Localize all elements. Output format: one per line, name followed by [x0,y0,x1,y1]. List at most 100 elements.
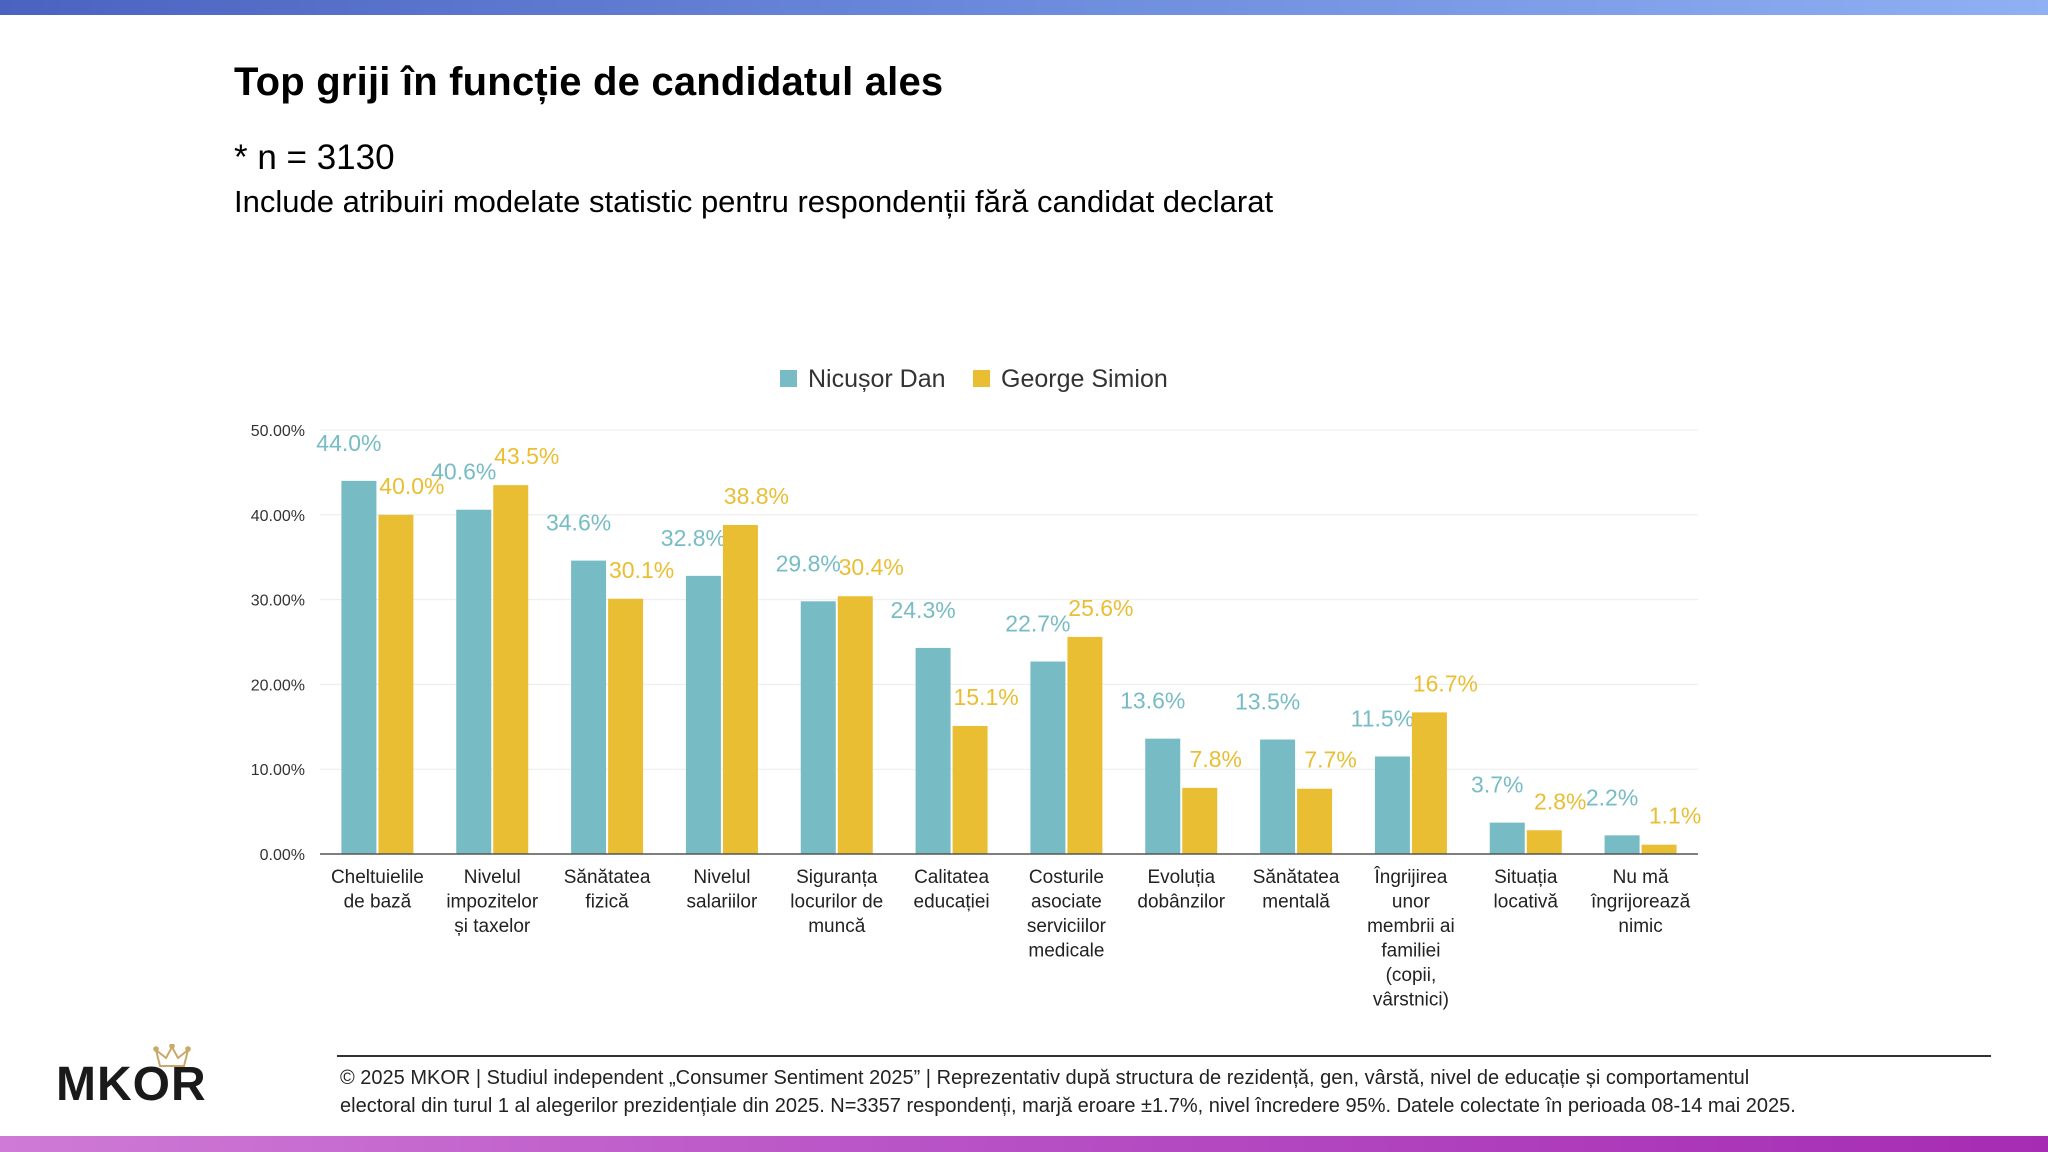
data-label: 2.2% [1586,784,1638,810]
bar-nicusor-dan [1260,739,1296,854]
x-tick-label: mentală [1262,892,1330,913]
data-label: 32.8% [661,525,726,551]
x-tick-label: Evoluția [1147,867,1215,888]
x-tick-label: Nivelul [464,867,521,888]
x-tick-label: muncă [808,916,865,937]
bar-nicusor-dan [571,560,607,854]
bottom-accent-bar [0,1136,2048,1152]
bar-nicusor-dan [456,509,492,854]
x-tick-label: Situația [1494,867,1558,888]
x-tick-label: Îngrijirea [1373,866,1447,888]
bar-nicusor-dan [341,480,377,854]
bar-nicusor-dan [1489,822,1525,854]
bar-nicusor-dan [1145,738,1181,854]
y-tick-label: 40.00% [251,508,305,525]
x-tick-label: impozitelor [446,892,539,913]
data-label: 1.1% [1649,803,1701,829]
bar-george-simion [378,514,414,854]
x-tick-label: Calitatea [914,867,989,888]
footer-line-2: electoral din turul 1 al alegerilor prez… [340,1095,1796,1117]
methodology-note: Include atribuiri modelate statistic pen… [234,184,1274,219]
x-tick-label: serviciilor [1027,916,1107,937]
data-label: 15.1% [953,684,1018,710]
top-accent-bar [0,0,2048,15]
data-label: 16.7% [1413,670,1478,696]
sample-size: * n = 3130 [234,138,395,177]
data-label: 13.5% [1235,689,1300,715]
footer-disclaimer: © 2025 MKOR | Studiul independent „Consu… [340,1064,2000,1120]
x-tick-label: îngrijorează [1590,892,1691,913]
x-tick-label: fizică [585,892,629,913]
data-label: 30.4% [839,554,904,580]
y-tick-label: 50.00% [251,423,305,440]
footer-divider [337,1055,1991,1057]
x-tick-label: membrii ai [1367,916,1455,937]
data-label: 11.5% [1351,705,1415,731]
bar-george-simion [722,524,758,854]
bar-george-simion [1067,636,1103,854]
data-label: 3.7% [1471,772,1523,798]
data-label: 34.6% [546,510,611,536]
data-label: 43.5% [494,443,559,469]
data-label: 25.6% [1068,595,1133,621]
mkor-logo: MKOR [56,1044,207,1104]
crown-icon [153,1044,191,1067]
bar-nicusor-dan [1604,835,1640,854]
x-tick-label: medicale [1028,941,1104,962]
bar-george-simion [1641,844,1677,854]
bar-george-simion [1182,787,1218,854]
bar-george-simion [1297,788,1333,854]
x-tick-label: locurilor de [790,892,883,913]
bar-nicusor-dan [915,647,951,854]
legend-swatch [780,370,797,387]
footer-line-1: © 2025 MKOR | Studiul independent „Consu… [340,1067,1750,1089]
x-tick-label: dobânzilor [1137,892,1225,913]
logo-wordmark: MKOR [56,1058,207,1104]
page-title: Top griji în funcție de candidatul ales [234,60,944,104]
data-label: 44.0% [316,430,381,456]
data-label: 22.7% [1005,611,1070,637]
x-tick-label: Sănătatea [1253,867,1340,888]
bar-nicusor-dan [1374,756,1410,854]
legend-label: Nicușor Dan [808,365,946,393]
x-tick-label: educației [914,892,990,913]
data-label: 30.1% [609,557,674,583]
bar-nicusor-dan [1030,661,1066,854]
data-label: 13.6% [1120,688,1185,714]
x-tick-label: familiei [1381,941,1440,962]
x-tick-label: Cheltuielile [331,867,424,888]
legend-swatch [973,370,990,387]
x-tick-label: Costurile [1029,867,1104,888]
y-tick-label: 20.00% [251,677,305,694]
x-tick-label: nimic [1618,916,1662,937]
bar-george-simion [837,596,873,854]
x-tick-label: locativă [1494,892,1559,913]
legend-label: George Simion [1001,365,1168,393]
y-tick-label: 0.00% [260,847,305,864]
x-tick-label: Siguranța [796,867,878,888]
x-tick-label: unor [1392,892,1431,913]
data-label: 40.6% [431,459,496,485]
bar-george-simion [1411,712,1447,854]
data-label: 29.8% [776,550,841,576]
x-tick-label: asociate [1031,892,1102,913]
x-tick-label: Nivelul [693,867,750,888]
x-tick-label: Sănătatea [564,867,651,888]
bar-george-simion [952,725,988,854]
x-tick-label: vârstnici) [1373,990,1449,1011]
bar-george-simion [608,598,644,854]
x-tick-label: de bază [344,892,412,913]
bar-george-simion [1526,830,1562,854]
bar-george-simion [493,485,529,854]
data-label: 24.3% [890,597,955,623]
x-tick-label: salariilor [687,892,758,913]
x-tick-label: și taxelor [454,916,531,937]
bar-nicusor-dan [685,575,721,854]
data-label: 40.0% [379,473,444,499]
bar-chart: 0.00% 10.00% 20.00% 30.00% 40.00% 50.00% 44.0%… [251,365,1702,1011]
x-tick-label: Nu mă [1613,867,1669,888]
y-tick-label: 30.00% [251,593,305,610]
x-tick-label: (copii, [1386,965,1437,986]
data-label: 7.7% [1304,747,1356,773]
data-label: 2.8% [1534,788,1586,814]
